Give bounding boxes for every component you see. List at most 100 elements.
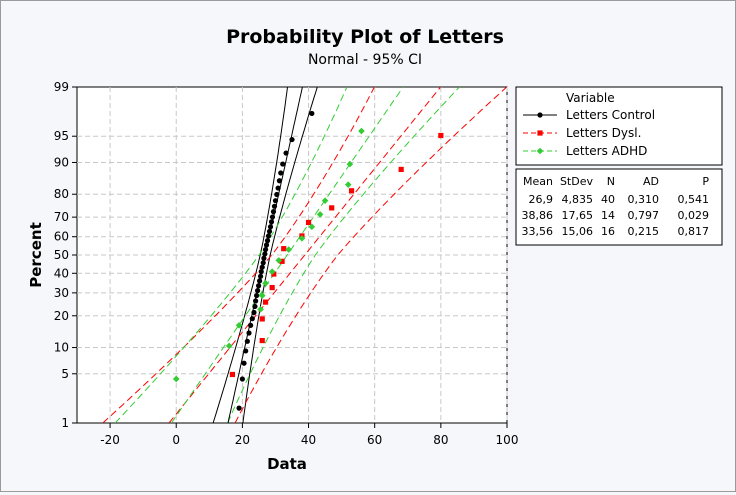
stats-cell: 26,9 <box>529 193 554 206</box>
stats-cell: 0,541 <box>678 193 710 206</box>
data-point <box>257 273 264 279</box>
data-point <box>229 371 236 378</box>
data-point <box>346 160 354 168</box>
data-point <box>266 228 273 235</box>
x-tick-label: 80 <box>433 433 448 447</box>
grid <box>77 87 508 423</box>
x-axis-label: Data <box>267 455 307 473</box>
ci-lower-2 <box>114 87 348 423</box>
data-point <box>262 299 269 305</box>
data-point <box>285 246 292 253</box>
y-tick-label: 95 <box>54 129 69 143</box>
stats-cell: 15,06 <box>562 225 594 238</box>
stats-header: AD <box>643 175 659 188</box>
data-point <box>269 214 276 220</box>
chart-title: Probability Plot of Letters <box>226 26 504 48</box>
data-point <box>348 188 355 194</box>
data-point <box>258 292 266 299</box>
data-point <box>255 283 262 289</box>
data-point <box>261 255 267 261</box>
y-ticks: 1 5 10 20 30 40 50 60 70 80 90 95 99 <box>54 80 77 430</box>
stats-cell: 40 <box>601 193 615 206</box>
stats-header: StDev <box>560 175 594 188</box>
data-point <box>305 219 312 226</box>
y-tick-label: 70 <box>54 210 69 224</box>
x-tick-label: 60 <box>367 433 382 447</box>
data-point <box>236 405 242 411</box>
ci-upper-0 <box>242 87 318 423</box>
legend-marker <box>536 147 544 155</box>
legend-entry-2: Letters ADHD <box>566 144 647 158</box>
stats-header: N <box>607 175 615 188</box>
data-point <box>274 191 280 198</box>
stats-cell: 0,817 <box>678 225 710 238</box>
y-tick-label: 90 <box>54 155 69 169</box>
stats-table: Mean StDev N AD P 26,9 4,835 40 0,310 0,541 38,86 1… <box>515 168 723 246</box>
data-point <box>257 306 264 313</box>
data-point <box>438 132 444 139</box>
legend-marker <box>537 112 543 118</box>
data-point <box>283 150 289 156</box>
stats-cell: 16 <box>601 225 615 238</box>
data-point <box>271 271 277 277</box>
stats-cell: 17,65 <box>562 209 594 222</box>
stats-cell: 0,797 <box>628 209 660 222</box>
ci-upper-1 <box>234 87 507 423</box>
data-point <box>264 238 271 244</box>
data-point <box>279 258 285 264</box>
data-point <box>259 264 265 270</box>
data-points <box>172 110 444 411</box>
stats-cell: 0,310 <box>628 193 660 206</box>
stats-cell: 0,029 <box>678 209 710 222</box>
data-point <box>268 219 275 225</box>
stats-cell: 4,835 <box>562 193 594 206</box>
data-point <box>262 279 269 287</box>
y-tick-label: 99 <box>54 80 69 94</box>
data-point <box>172 375 180 383</box>
stats-header: Mean <box>523 175 553 188</box>
data-point <box>265 233 272 239</box>
ci-upper-2 <box>227 87 460 423</box>
confidence-bands <box>102 87 507 423</box>
y-tick-label: 30 <box>54 286 69 300</box>
y-tick-label: 80 <box>54 187 69 201</box>
data-point <box>260 260 266 266</box>
data-point <box>243 348 249 354</box>
chart-subtitle: Normal - 95% CI <box>308 52 422 68</box>
data-point <box>275 257 283 264</box>
y-tick-label: 10 <box>54 341 69 355</box>
x-tick-label: 100 <box>496 433 519 447</box>
data-point <box>269 284 275 291</box>
stats-cell: 33,56 <box>522 225 554 238</box>
data-point <box>276 178 283 184</box>
stats-cell: 38,86 <box>522 209 554 222</box>
data-point <box>289 136 295 143</box>
x-tick-label: -20 <box>100 433 120 447</box>
data-point <box>344 181 352 188</box>
data-point <box>309 110 315 117</box>
data-point <box>278 170 284 176</box>
fit-line-2 <box>170 87 404 423</box>
plot-area: -20 0 20 40 60 80 100 1 5 10 20 30 40 50 60 70 80 90 95 99 <box>54 80 519 447</box>
data-point <box>275 185 281 191</box>
data-point <box>262 246 269 253</box>
data-point <box>267 224 274 230</box>
data-point <box>321 197 329 204</box>
legend-marker <box>537 130 543 136</box>
data-point <box>280 161 286 167</box>
data-point <box>271 203 278 209</box>
data-point <box>398 166 404 173</box>
data-point <box>235 322 243 329</box>
legend: Variable Letters Control Letters Dysl. Let… <box>515 86 723 166</box>
data-point <box>253 298 259 304</box>
data-point <box>249 316 255 322</box>
data-point <box>252 303 258 310</box>
data-point <box>259 316 265 322</box>
y-tick-label: 50 <box>54 248 69 262</box>
y-tick-label: 40 <box>54 266 69 280</box>
legend-title: Variable <box>566 91 615 105</box>
data-point <box>316 211 324 218</box>
y-tick-label: 60 <box>54 230 69 244</box>
